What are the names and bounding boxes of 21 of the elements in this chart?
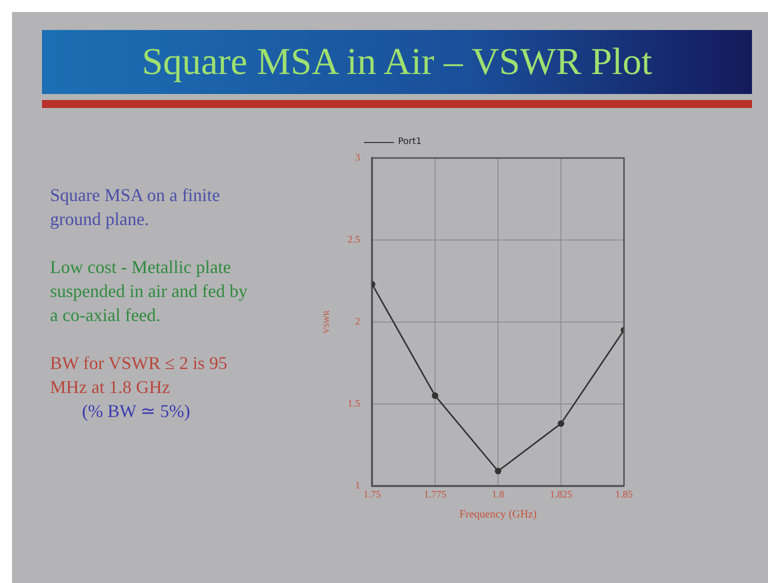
point — [558, 420, 564, 427]
point — [432, 392, 438, 399]
y-tick-label: 1.5 — [348, 398, 360, 410]
chart-title: Square MSA in Air – VSWR Plot — [42, 30, 752, 94]
text: BW for VSWR ≤ 2 is 95 MHz at 1.8 GHz — [50, 352, 228, 399]
x-axis-title: Frequency (GHz) — [459, 508, 538, 520]
y-tick-label: 1 — [355, 480, 360, 492]
y-tick-label: 2.5 — [348, 234, 360, 246]
legend-label: Port1 — [398, 137, 422, 147]
text: Square MSA on a finite ground plane. — [50, 184, 221, 231]
text: (% BW ≃ 5%) — [82, 400, 192, 423]
x-tick-label: 1.85 — [615, 489, 633, 500]
point — [494, 468, 502, 474]
y-axis-title: VSWR — [322, 310, 331, 334]
x-tick-label: 1.75 — [363, 489, 381, 500]
text: Low cost - Metallic plate suspended in air and fed by a co-axial feed. — [50, 256, 248, 327]
y-tick-label: 2 — [355, 316, 360, 328]
x-tick-label: 1.825 — [550, 489, 572, 500]
y-tick-label: 3 — [355, 152, 360, 164]
x-tick-label: 1.775 — [424, 489, 446, 500]
x-tick-label: 1.8 — [492, 489, 504, 500]
